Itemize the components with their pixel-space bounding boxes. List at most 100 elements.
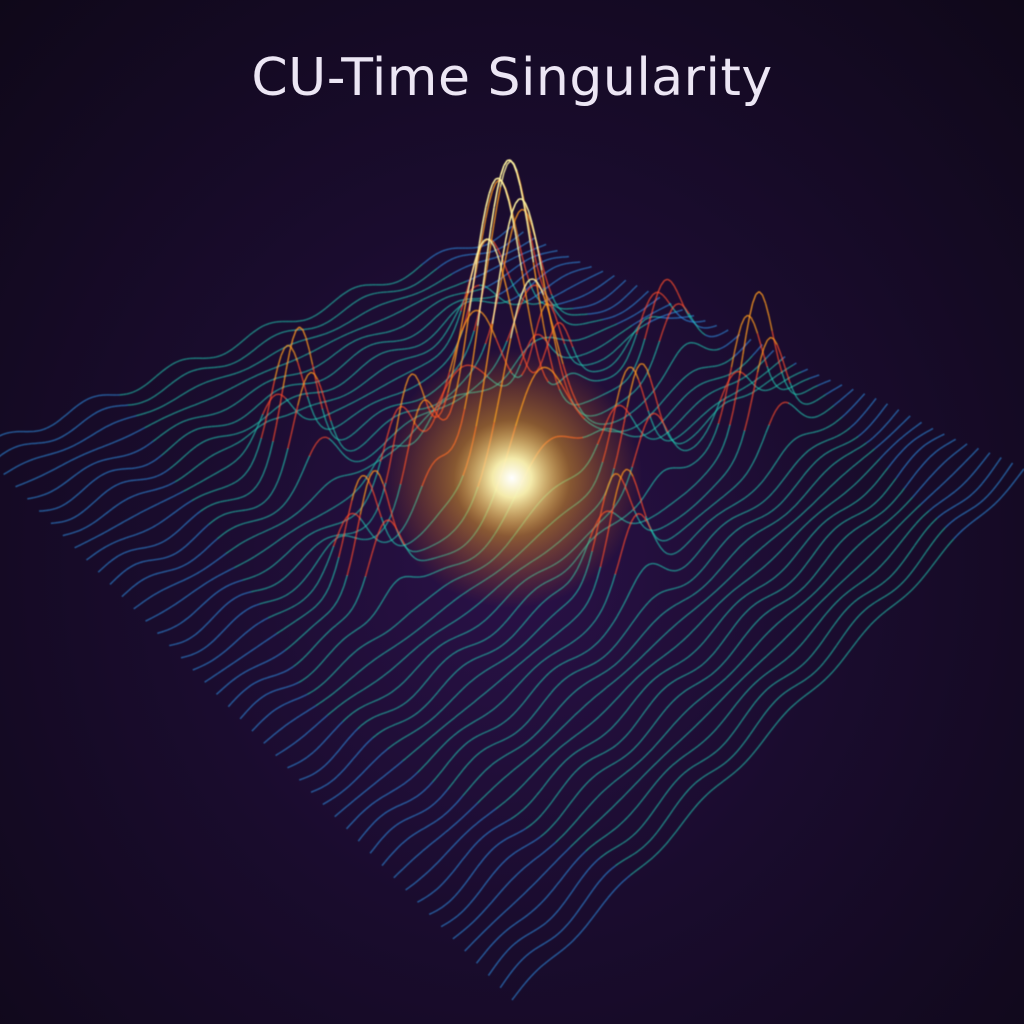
surface-line-segment: [684, 308, 690, 315]
surface-line-segment: [582, 352, 587, 356]
surface-line-segment: [135, 532, 140, 536]
surface-line-segment: [298, 413, 304, 418]
surface-line-segment: [745, 375, 750, 381]
surface-line-segment: [280, 671, 285, 675]
surface-line-segment: [536, 281, 541, 288]
surface-line-segment: [587, 290, 592, 295]
surface-line-segment: [356, 446, 361, 450]
surface-line-segment: [360, 623, 365, 628]
surface-line-segment: [733, 336, 739, 352]
surface-line-segment: [611, 336, 616, 340]
surface-line-segment: [649, 437, 654, 440]
surface-line-segment: [495, 278, 500, 302]
surface-line-segment: [132, 563, 137, 567]
surface-line-segment: [205, 380, 210, 384]
surface-line-segment: [603, 327, 608, 331]
surface-line-segment: [132, 414, 137, 418]
surface-line-segment: [714, 364, 719, 367]
surface-line-segment: [463, 662, 468, 667]
surface-line-segment: [426, 349, 431, 353]
surface-line-segment: [406, 388, 411, 392]
surface-line-segment: [636, 310, 641, 315]
surface-line-segment: [296, 760, 301, 765]
surface-line-segment: [270, 335, 275, 339]
surface-line-segment: [783, 388, 787, 391]
surface-line-segment: [671, 500, 676, 505]
surface-line-segment: [121, 593, 126, 598]
surface-line-segment: [302, 463, 307, 472]
surface-line-segment: [656, 527, 661, 531]
surface-line-segment: [414, 374, 420, 382]
surface-line-segment: [152, 524, 157, 529]
surface-line-segment: [435, 367, 441, 373]
surface-line-segment: [655, 536, 660, 541]
surface-line-segment: [392, 281, 396, 285]
surface-line-segment: [381, 351, 386, 355]
surface-line-segment: [364, 393, 369, 397]
surface-line-segment: [312, 516, 317, 520]
surface-line-segment: [544, 251, 548, 255]
surface-line-segment: [374, 756, 379, 762]
surface-line-segment: [410, 670, 415, 676]
surface-line-segment: [204, 621, 210, 627]
surface-line-segment: [299, 319, 303, 322]
surface-line-segment: [288, 684, 293, 688]
surface-line-segment: [411, 714, 416, 718]
surface-line-segment: [325, 331, 330, 335]
surface-line-segment: [679, 309, 683, 312]
surface-line-segment: [374, 656, 379, 661]
surface-line-segment: [352, 817, 357, 823]
surface-line-segment: [295, 584, 300, 589]
surface-line-segment: [700, 474, 705, 480]
surface-line-segment: [668, 307, 674, 315]
surface-line-segment: [398, 326, 403, 330]
surface-line-segment: [43, 454, 48, 457]
surface-line-segment: [284, 330, 288, 333]
surface-line-segment: [221, 448, 226, 452]
surface-line-segment: [431, 303, 436, 307]
surface-line-segment: [237, 382, 242, 386]
surface-line-segment: [799, 380, 804, 384]
surface-line-segment: [84, 540, 89, 544]
surface-line-segment: [217, 608, 223, 613]
surface-line-segment: [481, 259, 486, 263]
surface-line-segment: [561, 626, 566, 631]
surface-line-segment: [366, 617, 372, 623]
surface-line-segment: [585, 321, 590, 325]
surface-line-segment: [300, 598, 305, 603]
surface-line-segment: [96, 429, 101, 433]
surface-line-segment: [487, 301, 492, 304]
surface-line-segment: [362, 808, 367, 813]
surface-line-segment: [243, 521, 248, 525]
surface-line-segment: [420, 705, 426, 711]
surface-line-segment: [308, 773, 313, 778]
surface-line-segment: [380, 652, 385, 656]
surface-line-segment: [312, 443, 317, 450]
surface-line-segment: [99, 459, 104, 462]
surface-line-segment: [696, 478, 702, 483]
surface-line-segment: [476, 696, 482, 701]
surface-line-segment: [366, 293, 371, 297]
surface-line-segment: [393, 312, 398, 316]
surface-line-segment: [300, 381, 306, 393]
surface-line-segment: [602, 318, 606, 321]
surface-line-segment: [346, 562, 352, 576]
surface-line-segment: [268, 353, 273, 357]
surface-line-segment: [312, 748, 318, 753]
surface-line-segment: [393, 643, 398, 648]
surface-line-segment: [324, 761, 329, 766]
surface-line-segment: [36, 456, 41, 459]
surface-line-segment: [275, 597, 280, 601]
surface-line-segment: [348, 458, 353, 462]
surface-line-segment: [255, 385, 260, 390]
surface-line-segment: [800, 369, 805, 373]
surface-line-segment: [747, 372, 752, 376]
surface-line-segment: [209, 503, 214, 507]
surface-line-segment: [260, 425, 266, 439]
surface-line-segment: [254, 622, 259, 627]
surface-line-segment: [310, 588, 315, 594]
surface-line-segment: [488, 288, 494, 293]
surface-line-segment: [300, 407, 305, 411]
surface-line-segment: [359, 443, 365, 448]
surface-line-segment: [131, 494, 136, 498]
